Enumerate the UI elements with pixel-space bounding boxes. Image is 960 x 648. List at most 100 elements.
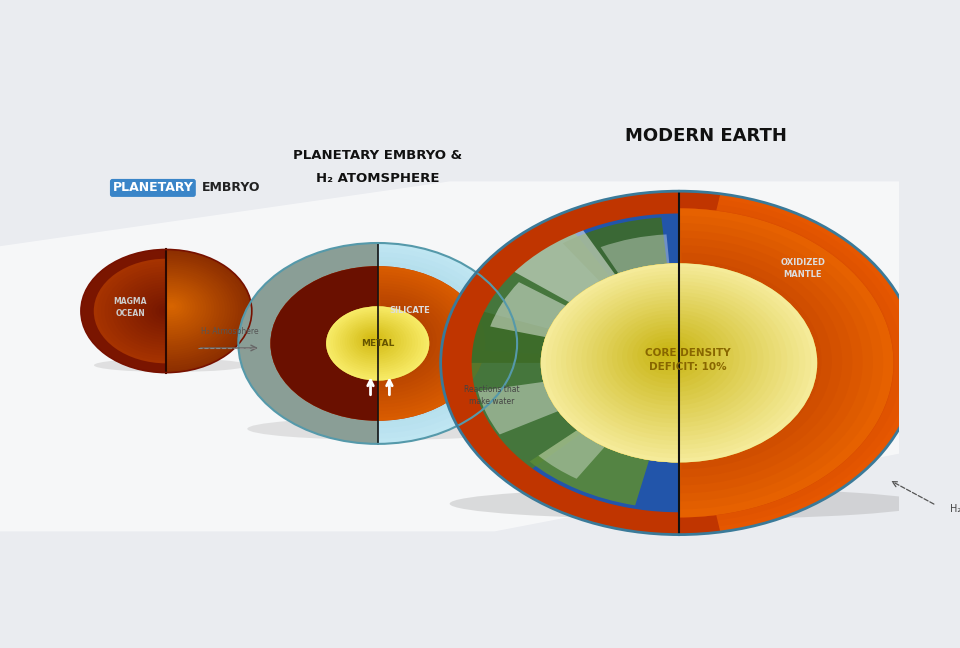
Wedge shape [380, 289, 453, 394]
Wedge shape [271, 266, 377, 421]
Circle shape [617, 317, 728, 397]
Circle shape [551, 270, 805, 454]
Circle shape [345, 319, 407, 364]
Circle shape [612, 314, 733, 401]
Text: MAGMA
OCEAN: MAGMA OCEAN [113, 297, 147, 318]
Wedge shape [491, 282, 679, 363]
Circle shape [154, 295, 187, 319]
Wedge shape [681, 312, 750, 405]
Wedge shape [686, 323, 734, 392]
Wedge shape [681, 238, 852, 485]
Wedge shape [469, 350, 679, 470]
Wedge shape [377, 243, 517, 444]
Circle shape [571, 284, 781, 436]
Wedge shape [380, 292, 448, 391]
Circle shape [571, 284, 781, 436]
Circle shape [607, 310, 739, 406]
Wedge shape [684, 305, 760, 413]
Circle shape [648, 338, 692, 371]
Wedge shape [163, 308, 166, 314]
Wedge shape [115, 274, 166, 348]
Circle shape [120, 274, 217, 344]
Wedge shape [688, 351, 696, 362]
Text: METAL: METAL [361, 339, 395, 348]
Circle shape [576, 288, 776, 432]
Circle shape [561, 277, 793, 445]
Circle shape [335, 313, 418, 373]
Wedge shape [682, 235, 856, 487]
Wedge shape [563, 218, 679, 363]
Wedge shape [378, 269, 481, 417]
Ellipse shape [94, 358, 248, 372]
Circle shape [81, 249, 252, 373]
Circle shape [356, 327, 393, 354]
Wedge shape [681, 213, 887, 511]
Circle shape [326, 307, 429, 380]
Wedge shape [378, 272, 477, 414]
Wedge shape [684, 297, 770, 421]
Circle shape [642, 335, 698, 375]
Circle shape [368, 336, 378, 343]
Text: PLANETARY: PLANETARY [112, 181, 193, 194]
Circle shape [658, 346, 680, 362]
Circle shape [587, 295, 763, 423]
Circle shape [591, 299, 757, 419]
Wedge shape [380, 271, 477, 411]
Wedge shape [141, 293, 166, 329]
Wedge shape [683, 275, 801, 445]
Circle shape [556, 274, 800, 449]
Wedge shape [381, 285, 458, 395]
Wedge shape [686, 318, 742, 398]
Circle shape [165, 303, 177, 310]
Wedge shape [683, 257, 826, 463]
Wedge shape [382, 318, 413, 361]
Circle shape [132, 282, 206, 335]
Wedge shape [680, 202, 902, 523]
Wedge shape [384, 327, 398, 347]
Wedge shape [379, 277, 468, 408]
Wedge shape [681, 231, 863, 493]
Wedge shape [684, 268, 810, 451]
Wedge shape [384, 323, 404, 353]
Wedge shape [683, 260, 822, 461]
Wedge shape [687, 334, 719, 380]
Circle shape [117, 272, 220, 346]
Circle shape [138, 285, 201, 330]
Circle shape [617, 317, 728, 397]
Wedge shape [686, 312, 750, 404]
Circle shape [105, 264, 230, 355]
Circle shape [354, 326, 396, 356]
Wedge shape [682, 253, 831, 469]
Wedge shape [379, 266, 484, 417]
Wedge shape [379, 283, 461, 400]
Wedge shape [105, 266, 166, 356]
Wedge shape [682, 246, 842, 477]
Wedge shape [684, 273, 803, 445]
Circle shape [658, 346, 680, 362]
Circle shape [556, 274, 800, 449]
Wedge shape [101, 264, 166, 358]
Circle shape [540, 263, 817, 463]
Circle shape [582, 292, 769, 428]
Wedge shape [238, 243, 377, 444]
Circle shape [338, 314, 415, 370]
Wedge shape [383, 326, 400, 351]
Circle shape [587, 295, 763, 423]
Circle shape [662, 349, 674, 357]
Wedge shape [601, 235, 679, 363]
Wedge shape [684, 262, 818, 457]
Wedge shape [381, 290, 451, 390]
Wedge shape [688, 345, 704, 368]
Wedge shape [378, 252, 504, 433]
Wedge shape [441, 191, 720, 535]
Circle shape [551, 270, 805, 454]
Circle shape [607, 310, 739, 406]
Wedge shape [383, 329, 396, 347]
Wedge shape [379, 262, 491, 422]
Circle shape [540, 263, 817, 463]
Circle shape [622, 321, 722, 392]
Wedge shape [381, 309, 424, 371]
Wedge shape [685, 295, 773, 421]
Text: H₂ ATOMSPHERE: H₂ ATOMSPHERE [316, 172, 440, 185]
Circle shape [602, 307, 746, 410]
